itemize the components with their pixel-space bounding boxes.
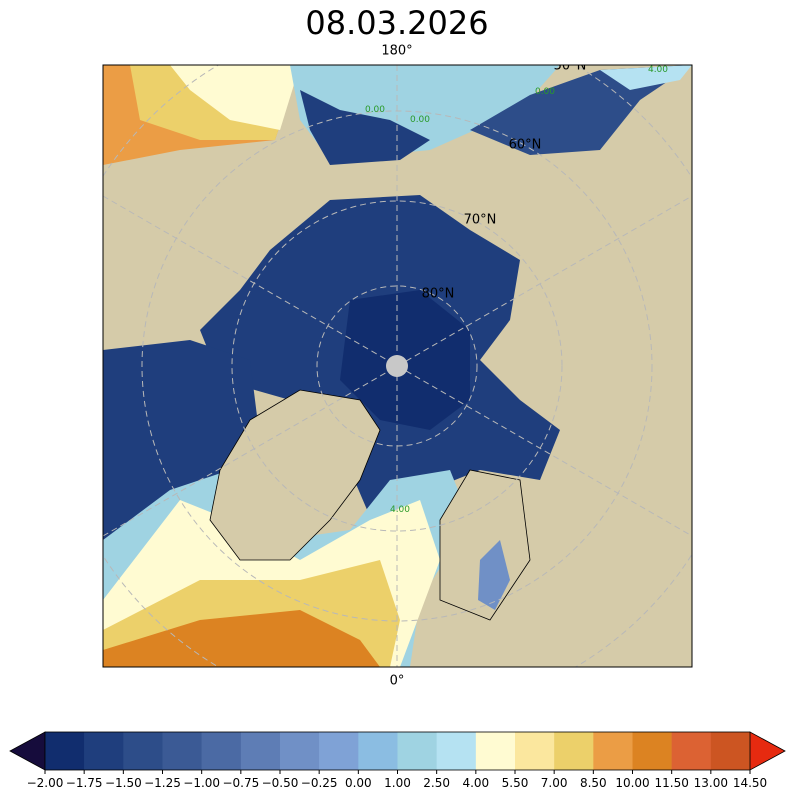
colorbar-tick-label: −0.75 — [222, 776, 259, 790]
baltic — [478, 540, 510, 610]
colorbar-tick-label: 7.00 — [541, 776, 568, 790]
colorbar-tick-label: 1.00 — [384, 776, 411, 790]
colorbar-bin — [123, 732, 163, 770]
contour-label: 4.00 — [648, 65, 668, 75]
colorbar-tick-label: −1.75 — [66, 776, 103, 790]
map-frame — [102, 64, 693, 668]
colorbar-bin — [436, 732, 477, 770]
greenland — [209, 389, 381, 561]
colorbar-tick-label: 10.00 — [615, 776, 649, 790]
colorbar-bin — [515, 732, 555, 770]
colorbar-bin — [240, 732, 281, 770]
pole — [386, 355, 408, 377]
pacific-cool — [170, 65, 300, 130]
colorbar-tick-label: −0.25 — [301, 776, 338, 790]
colorbar-tick-label: 4.00 — [462, 776, 489, 790]
colorbar-tick-label: 0.00 — [345, 776, 372, 790]
colorbar-tick-label: −1.00 — [183, 776, 220, 790]
colorbar-tick-label: 11.50 — [654, 776, 688, 790]
colorbar-bin — [319, 732, 359, 770]
lon-label: 0° — [390, 674, 405, 689]
colorbar-over — [749, 731, 786, 771]
colorbar-under — [9, 731, 46, 771]
colorbar-tick-label: 13.00 — [694, 776, 728, 790]
map: 4.00 0.00 0.00 0.00 4.00 50°N 60°N 70°N … — [103, 59, 692, 667]
colorbar-tick-label: 8.50 — [580, 776, 607, 790]
colorbar-bin — [475, 732, 516, 770]
colorbar-bin — [632, 732, 672, 770]
colorbar-tick-label: 14.50 — [733, 776, 767, 790]
contour-label: 4.00 — [390, 505, 410, 515]
colorbar-bin — [201, 732, 242, 770]
title: 08.03.2026 — [305, 4, 488, 42]
colorbar-bin — [593, 732, 633, 770]
atlantic-warm — [103, 610, 380, 667]
colorbar: −2.00 −1.75 −1.50 −1.25 −1.00 −0.75 −0.50 −0.25… — [9, 731, 786, 790]
lat-label: 60°N — [509, 138, 542, 153]
graticule — [231, 200, 563, 532]
lat-label: 70°N — [464, 213, 497, 228]
colorbar-tick-label: −1.50 — [105, 776, 142, 790]
colorbar-bin — [162, 732, 202, 770]
contour-label: 0.00 — [410, 115, 430, 125]
okhotsk-edge — [600, 65, 692, 90]
colorbar-bin — [84, 732, 124, 770]
colorbar-bin — [671, 732, 712, 770]
colorbar-tick-label: −1.25 — [144, 776, 181, 790]
contour-label: 0.00 — [535, 87, 555, 97]
colorbar-tick-label: 2.50 — [423, 776, 450, 790]
colorbar-tick-label: −2.00 — [27, 776, 64, 790]
hudson — [103, 340, 260, 540]
colorbar-bin — [554, 732, 594, 770]
colorbar-bin — [280, 732, 320, 770]
lat-label: 80°N — [422, 287, 455, 302]
colorbar-tick-label: −0.50 — [262, 776, 299, 790]
lon-label: 180° — [381, 44, 412, 59]
colorbar-bin — [710, 732, 751, 770]
colorbar-tick-label: 5.50 — [502, 776, 529, 790]
lat-label: 50°N — [554, 59, 587, 74]
colorbar-bin — [358, 732, 398, 770]
colorbar-bin — [45, 732, 85, 770]
colorbar-bin — [397, 732, 437, 770]
contour-label: 0.00 — [365, 105, 385, 115]
